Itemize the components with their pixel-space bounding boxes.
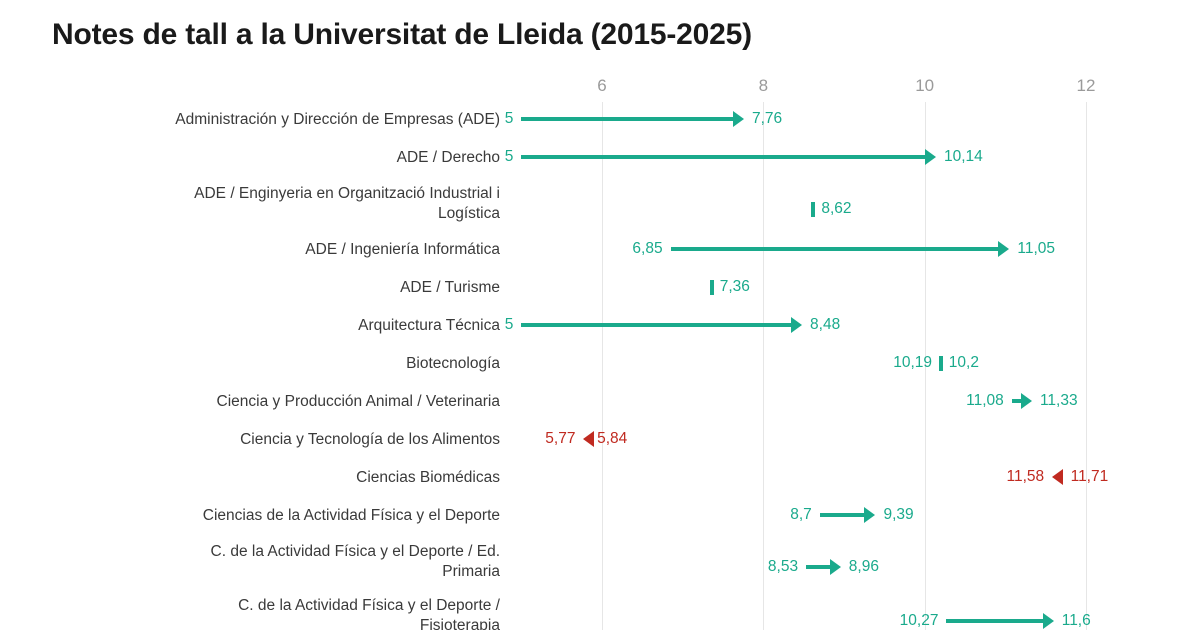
chart-title: Notes de tall a la Universitat de Lleida… (52, 18, 752, 51)
range-line (806, 565, 830, 569)
chart-row: C. de la Actividad Física y el Deporte /… (0, 542, 1200, 596)
value-label-start: 6,85 (632, 240, 663, 257)
chart-row: ADE / Enginyeria en Organització Industr… (0, 184, 1200, 238)
arrow-head (924, 149, 936, 165)
range-arrow: 8,62 (0, 198, 1200, 220)
range-line (670, 247, 999, 251)
category-label: Arquitectura Técnica (358, 317, 500, 334)
category-label: ADE / Enginyeria en Organització Industr… (194, 185, 500, 222)
range-line (521, 117, 733, 121)
value-label-end: 11,6 (1061, 612, 1091, 629)
value-label-start: 5 (504, 316, 514, 333)
value-label-start: 5,77 (545, 430, 576, 447)
gridline (602, 102, 603, 630)
category-label: C. de la Actividad Física y el Deporte /… (210, 543, 500, 580)
chart-row: Arquitectura Técnica 5 8,48 (0, 314, 1200, 352)
chart-row: Administración y Dirección de Empresas (… (0, 108, 1200, 146)
range-arrow: 8,53 8,96 (0, 556, 1200, 578)
category-label: Administración y Dirección de Empresas (… (175, 111, 500, 128)
value-label-start: 10,27 (899, 612, 939, 629)
range-line (1011, 399, 1021, 403)
value-label-start: 10,19 (893, 354, 932, 371)
value-label-end: 10,14 (943, 148, 983, 165)
category-label: Ciencia y Tecnología de los Alimentos (240, 431, 500, 448)
value-label-start: 8,7 (790, 506, 812, 523)
gridline (1086, 102, 1087, 630)
range-line (521, 155, 925, 159)
range-line (946, 619, 1043, 623)
category-label: Ciencias de la Actividad Física y el Dep… (202, 507, 500, 524)
x-axis-tick-label: 6 (597, 76, 607, 95)
chart-row: ADE / Turisme 7,36 (0, 276, 1200, 314)
range-arrow: 5 10,14 (0, 146, 1200, 168)
arrow-head (732, 111, 744, 127)
x-axis-tick-label: 12 (1076, 76, 1096, 95)
value-label-end: 9,39 (883, 506, 914, 523)
category-label: Ciencia y Producción Animal / Veterinari… (216, 393, 500, 410)
gridline (763, 102, 765, 630)
range-line (819, 513, 865, 517)
value-label-end: 8,62 (821, 200, 852, 217)
value-label-end: 11,71 (1070, 468, 1109, 485)
value-label-end: 8,48 (810, 316, 841, 333)
category-label: ADE / Turisme (400, 279, 500, 296)
plot-area: 6 8 10 12 Administración y Dirección de Empr… (0, 70, 1200, 630)
value-label-end: 7,36 (719, 278, 750, 295)
category-label: ADE / Ingeniería Informática (305, 241, 500, 258)
value-label-end: 11,05 (1017, 240, 1055, 257)
range-arrow: 10,27 11,6 (0, 610, 1200, 630)
arrow-head (583, 431, 595, 447)
arrow-head (1042, 613, 1054, 629)
value-label-end: 10,2 (948, 354, 979, 371)
chart-row: ADE / Derecho 5 10,14 (0, 146, 1200, 184)
chart-row: Ciencia y Producción Animal / Veterinari… (0, 390, 1200, 428)
range-arrow: 10,19 10,2 (0, 352, 1200, 374)
range-arrow: 8,7 9,39 (0, 504, 1200, 526)
arrow-head (998, 241, 1010, 257)
value-label-end: 5,84 (597, 430, 628, 447)
category-label: Biotecnología (406, 355, 500, 372)
range-arrow: 5 8,48 (0, 314, 1200, 336)
gridline (924, 102, 926, 630)
arrow-head (1052, 469, 1064, 485)
x-axis-tick-label: 10 (915, 76, 935, 95)
range-arrow: 6,85 11,05 (0, 238, 1200, 260)
chart-row: ADE / Ingeniería Informática 6,85 11,05 (0, 238, 1200, 276)
value-label-start: 8,53 (767, 558, 799, 575)
arrow-head (829, 559, 841, 575)
chart-row: Biotecnología 10,19 10,2 (0, 352, 1200, 390)
value-marker (938, 355, 943, 371)
value-label-end: 11,33 (1039, 392, 1078, 409)
value-label-start: 11,58 (1006, 468, 1045, 485)
chart-row: Ciencias de la Actividad Física y el Dep… (0, 504, 1200, 542)
category-label: ADE / Derecho (396, 149, 500, 166)
range-line (521, 323, 792, 327)
value-label-end: 8,96 (848, 558, 879, 575)
value-label-start: 5 (504, 110, 514, 127)
arrow-head (864, 507, 876, 523)
category-label: Ciencias Biomédicas (356, 469, 500, 486)
x-axis-tick-label: 8 (758, 76, 769, 95)
category-label: C. de la Actividad Física y el Deporte /… (238, 597, 500, 630)
value-label-start: 11,08 (966, 392, 1004, 409)
chart-row: Ciencias Biomédicas 11,58 11,71 (0, 466, 1200, 504)
range-arrow: 11,58 11,71 (0, 466, 1200, 488)
chart-row: C. de la Actividad Física y el Deporte /… (0, 596, 1200, 630)
value-label-end: 7,76 (751, 110, 783, 127)
value-marker (709, 279, 714, 295)
range-arrow: 5 7,76 (0, 108, 1200, 130)
value-marker (811, 201, 816, 217)
chart-row: Ciencia y Tecnología de los Alimentos 5,7… (0, 428, 1200, 466)
range-arrow: 7,36 (0, 276, 1200, 298)
arrow-head (1020, 393, 1032, 409)
range-arrow: 11,08 11,33 (0, 390, 1200, 412)
range-arrow: 5,77 5,84 (0, 428, 1200, 450)
value-label-start: 5 (504, 148, 514, 165)
arrow-head (791, 317, 803, 333)
